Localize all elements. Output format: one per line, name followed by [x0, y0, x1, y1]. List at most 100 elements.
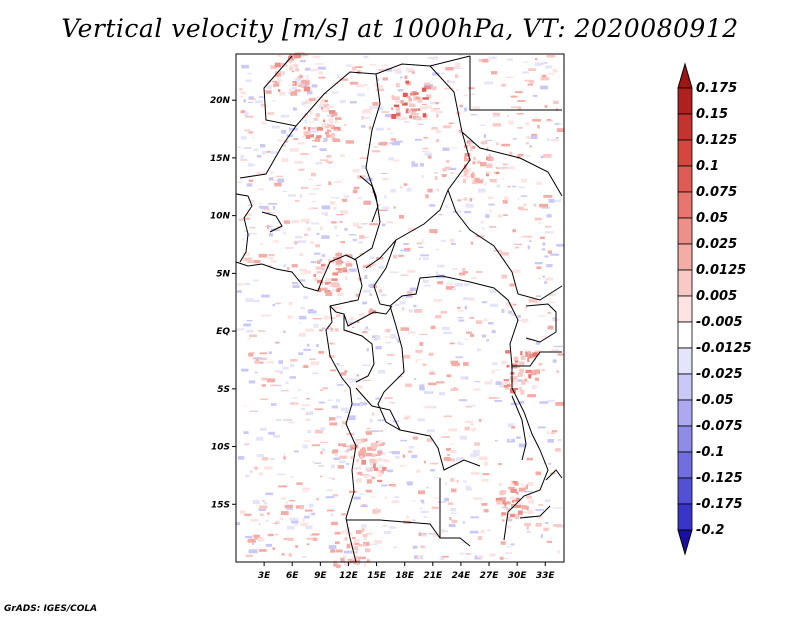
lat-tick-label: 10N — [210, 212, 231, 222]
field-speckle — [523, 235, 533, 238]
field-hotspot — [352, 536, 356, 540]
field-speckle — [434, 172, 438, 174]
field-hotspot — [277, 78, 282, 83]
field-speckle — [430, 462, 439, 465]
field-hotspot — [501, 360, 507, 365]
field-speckle — [341, 513, 346, 516]
field-hotspot — [505, 350, 510, 354]
field-speckle — [522, 61, 529, 63]
field-speckle — [321, 212, 329, 215]
field-speckle — [449, 450, 457, 454]
field-speckle — [411, 70, 415, 74]
field-speckle — [328, 330, 337, 332]
field-speckle — [300, 307, 305, 309]
field-speckle — [276, 473, 286, 476]
field-speckle — [302, 556, 307, 558]
field-speckle — [417, 555, 422, 559]
field-speckle — [344, 378, 353, 380]
field-speckle — [459, 399, 468, 402]
field-speckle — [260, 314, 270, 317]
field-speckle — [282, 144, 286, 147]
field-speckle — [487, 529, 491, 532]
field-speckle — [433, 108, 440, 110]
field-speckle — [441, 174, 447, 178]
field-speckle — [369, 223, 378, 226]
field-speckle — [296, 482, 303, 485]
field-speckle — [287, 537, 294, 541]
field-speckle — [506, 114, 510, 118]
field-hotspot — [299, 74, 303, 79]
field-speckle — [433, 477, 441, 478]
field-speckle — [350, 455, 353, 460]
field-speckle — [317, 66, 326, 70]
colorbar-label: -0.125 — [696, 471, 743, 486]
field-hotspot — [372, 445, 377, 450]
field-hotspot — [316, 279, 323, 284]
field-speckle — [381, 111, 389, 113]
field-hotspot — [466, 140, 470, 144]
field-speckle — [366, 427, 371, 430]
field-speckle — [285, 502, 288, 504]
field-hotspot — [470, 146, 473, 152]
field-speckle — [524, 490, 533, 493]
field-speckle — [501, 382, 511, 386]
field-speckle — [460, 376, 469, 380]
field-speckle — [249, 226, 256, 229]
field-speckle — [416, 359, 423, 361]
field-speckle — [459, 104, 464, 108]
field-hotspot — [274, 62, 281, 68]
field-speckle — [501, 178, 505, 180]
field-speckle — [323, 137, 328, 142]
field-hotspot — [496, 500, 502, 505]
field-hotspot — [527, 509, 534, 515]
field-hotspot — [502, 500, 506, 505]
field-speckle — [274, 240, 279, 243]
field-speckle — [270, 180, 277, 182]
field-speckle — [457, 317, 464, 319]
field-hotspot — [346, 543, 351, 549]
field-speckle — [455, 356, 463, 358]
field-speckle — [555, 448, 561, 452]
field-speckle — [352, 326, 355, 328]
field-speckle — [289, 376, 296, 379]
field-hotspot — [499, 482, 503, 487]
field-speckle — [421, 501, 425, 504]
field-speckle — [430, 101, 439, 105]
field-hotspot — [334, 531, 341, 535]
field-speckle — [464, 338, 469, 340]
field-speckle — [555, 107, 558, 112]
field-speckle — [404, 75, 408, 80]
field-speckle — [282, 190, 288, 192]
field-hotspot — [323, 119, 326, 122]
field-speckle — [418, 532, 422, 537]
field-speckle — [420, 533, 428, 537]
field-speckle — [283, 538, 291, 540]
field-hotspot — [310, 127, 317, 130]
field-speckle — [344, 370, 348, 373]
field-speckle — [281, 65, 288, 68]
field-speckle — [314, 96, 324, 98]
field-speckle — [556, 128, 565, 132]
field-speckle — [287, 525, 295, 530]
field-speckle — [547, 439, 554, 443]
field-hotspot — [355, 562, 360, 565]
field-speckle — [537, 125, 540, 129]
field-speckle — [347, 320, 354, 323]
field-hotspot — [323, 103, 330, 109]
field-speckle — [459, 343, 465, 345]
field-hotspot — [510, 514, 516, 518]
field-speckle — [534, 262, 543, 265]
field-speckle — [471, 93, 475, 95]
field-speckle — [277, 520, 280, 525]
field-speckle — [448, 428, 457, 432]
field-speckle — [427, 188, 433, 193]
field-speckle — [479, 124, 486, 126]
field-hotspot — [412, 92, 419, 95]
field-speckle — [534, 377, 539, 381]
field-speckle — [435, 102, 439, 105]
field-hotspot — [487, 156, 492, 161]
field-speckle — [499, 556, 504, 560]
field-speckle — [397, 376, 403, 378]
field-speckle — [311, 145, 317, 148]
field-speckle — [479, 234, 486, 237]
